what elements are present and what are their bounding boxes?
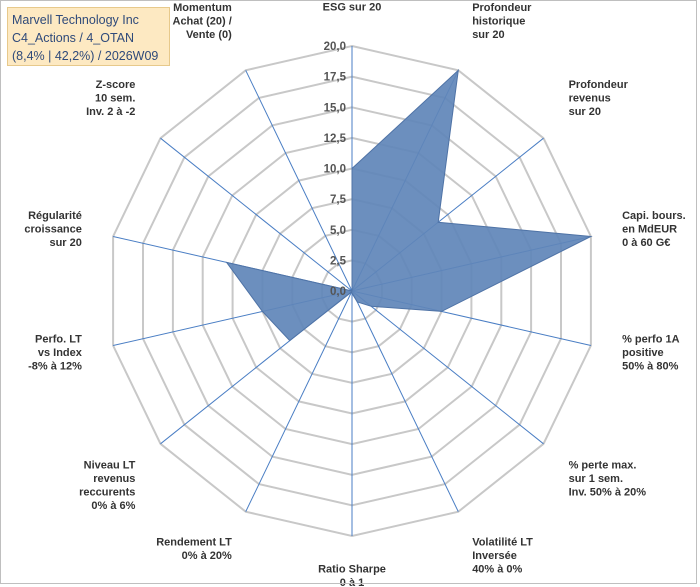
axis-label-line: croissance xyxy=(24,224,81,236)
axis-spoke xyxy=(245,290,353,512)
series-polygon xyxy=(225,68,593,342)
axis-label-line: Régularité xyxy=(28,210,82,222)
axis-label: % perfo 1A positive 50% à 80% xyxy=(622,334,680,373)
tick-label: 5,0 xyxy=(330,225,346,237)
axis-label-line: -8% à 12% xyxy=(28,361,82,373)
title-box: Marvell Technology Inc C4_Actions / 4_OT… xyxy=(7,7,170,66)
axis-label: Profondeur revenus sur 20 xyxy=(569,79,629,118)
axis-label-line: Perfo. LT xyxy=(35,334,82,346)
axis-label-line: % perfo 1A xyxy=(622,334,680,346)
title-line-category: C4_Actions / 4_OTAN xyxy=(12,31,135,45)
axis-spoke xyxy=(351,290,459,512)
axis-label: Niveau LT revenus reccurents 0% à 6% xyxy=(79,459,136,512)
tick-label: 2,5 xyxy=(330,255,347,267)
axis-label-line: Capi. bours. xyxy=(622,210,686,222)
axis-label-line: Volatilité LT xyxy=(472,536,533,548)
axis-label-line: ESG sur 20 xyxy=(323,2,382,14)
tick-label: 10,0 xyxy=(324,164,346,176)
tick-label: 20,0 xyxy=(324,41,346,53)
axis-label-line: 40% à 0% xyxy=(472,563,522,575)
axis-label-line: 0% à 6% xyxy=(91,500,135,512)
tick-layer: 0,0 2,5 5,0 7,5 10,0 12,5 15,0 17,5 20,0 xyxy=(324,41,347,298)
tick-label: 15,0 xyxy=(324,102,346,114)
axis-label: Z-score 10 sem. Inv. 2 à -2 xyxy=(86,79,135,118)
axis-label-line: positive xyxy=(622,347,664,359)
axis-label-line: Vente (0) xyxy=(186,29,232,41)
axis-label-line: Rendement LT xyxy=(156,536,232,548)
axis-label-line: revenus xyxy=(93,473,135,485)
axis-label-line: 50% à 80% xyxy=(622,361,678,373)
axis-label: Ratio Sharpe 0 à 1 xyxy=(318,564,386,587)
axis-label-line: sur 20 xyxy=(569,106,601,118)
title-line-stats: (8,4% | 42,2%) / 2026W09 xyxy=(12,49,159,63)
series-layer xyxy=(225,68,593,342)
axis-label-line: Momentum xyxy=(173,2,232,14)
axis-label-line: Inv. 2 à -2 xyxy=(86,106,135,118)
axis-label-line: revenus xyxy=(569,92,611,104)
axis-label-line: reccurents xyxy=(79,486,135,498)
axis-label: NoteESG sur 20 xyxy=(323,0,382,14)
axis-label-line: 0 à 1 xyxy=(340,577,364,587)
axis-label-line: 0% à 20% xyxy=(182,550,232,562)
axis-label: % perte max. sur 1 sem. Inv. 50% à 20% xyxy=(569,459,647,498)
axis-label-line: Niveau LT xyxy=(84,459,136,471)
axis-label: Capi. bours. en MdEUR 0 à 60 G€ xyxy=(622,210,686,249)
axis-label-line: % perte max. xyxy=(569,459,637,471)
axis-label-line: sur 20 xyxy=(472,29,504,41)
axis-spoke xyxy=(245,70,353,292)
axis-label-line: Profondeur xyxy=(472,2,532,14)
axis-label-line: vs Index xyxy=(38,347,83,359)
tick-label: 7,5 xyxy=(330,194,347,206)
tick-label: 0,0 xyxy=(330,286,346,298)
axis-label-line: Achat (20) / xyxy=(173,16,232,28)
axis-label-line: Profondeur xyxy=(569,79,629,91)
axis-label: Rendement LT 0% à 20% xyxy=(156,536,232,562)
axis-label: Perfo. LT vs Index -8% à 12% xyxy=(28,334,83,373)
title-line-company: Marvell Technology Inc xyxy=(12,13,139,27)
tick-label: 17,5 xyxy=(324,72,347,84)
axis-label: Volatilité LT Inversée 40% à 0% xyxy=(472,536,533,575)
axis-label-line: 10 sem. xyxy=(95,92,135,104)
axis-label: Régularité croissance sur 20 xyxy=(24,210,81,249)
axis-label-line: Inversée xyxy=(472,550,517,562)
axis-label-line: Inv. 50% à 20% xyxy=(569,486,647,498)
axis-label-line: en MdEUR xyxy=(622,224,677,236)
axis-label-line: historique xyxy=(472,16,525,28)
axis-label-line: Ratio Sharpe xyxy=(318,564,386,576)
axis-label: Profondeur historique sur 20 xyxy=(472,2,532,41)
axis-spoke xyxy=(351,290,544,445)
axis-label-line: 0 à 60 G€ xyxy=(622,237,670,249)
axis-label-line: sur 1 sem. xyxy=(569,473,623,485)
axis-label: Momentum Achat (20) / Vente (0) xyxy=(173,2,233,41)
axis-spoke xyxy=(160,137,353,292)
tick-label: 12,5 xyxy=(324,133,347,145)
axis-label-line: sur 20 xyxy=(49,237,81,249)
axis-label-line: Z-score xyxy=(96,79,136,91)
